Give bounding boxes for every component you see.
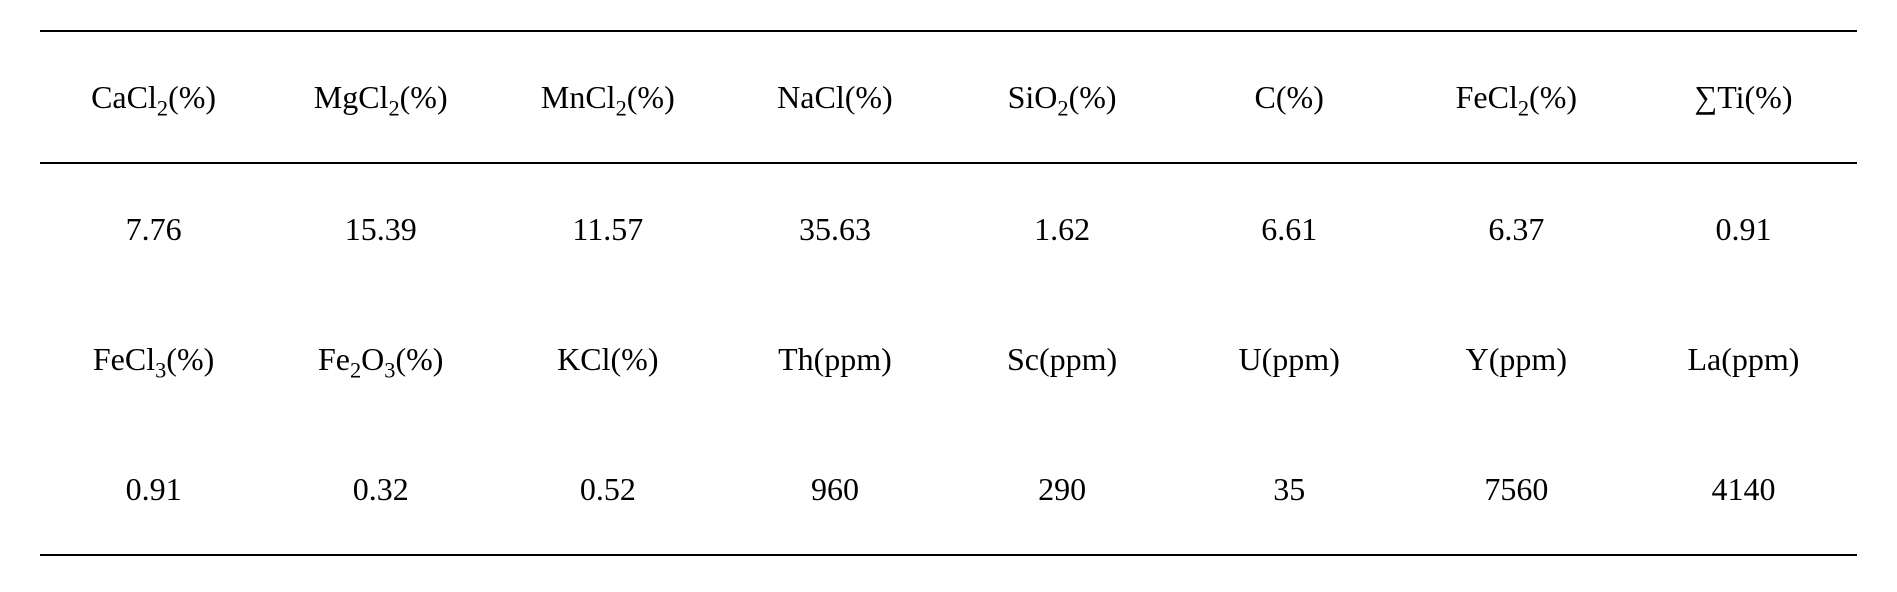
table-cell: 35.63: [721, 163, 948, 294]
table-cell: KCl(%): [494, 294, 721, 424]
table-row: 7.76 15.39 11.57 35.63 1.62 6.61 6.37 0.…: [40, 163, 1857, 294]
table-cell: 15.39: [267, 163, 494, 294]
table-cell: 6.61: [1176, 163, 1403, 294]
table-cell: Th(ppm): [721, 294, 948, 424]
table-cell: CaCl2(%): [40, 31, 267, 163]
table-row: 0.91 0.32 0.52 960 290 35 7560 4140: [40, 424, 1857, 555]
table-cell: 11.57: [494, 163, 721, 294]
table-cell: 7.76: [40, 163, 267, 294]
table-cell: 1.62: [949, 163, 1176, 294]
table-cell: 0.91: [40, 424, 267, 555]
table-cell: 4140: [1630, 424, 1857, 555]
table-cell: MgCl2(%): [267, 31, 494, 163]
table-cell: 960: [721, 424, 948, 555]
table-body: CaCl2(%) MgCl2(%) MnCl2(%) NaCl(%) SiO2(…: [40, 31, 1857, 555]
table-cell: NaCl(%): [721, 31, 948, 163]
table-cell: 0.91: [1630, 163, 1857, 294]
table-cell: 0.52: [494, 424, 721, 555]
table-cell: 290: [949, 424, 1176, 555]
table-cell: Y(ppm): [1403, 294, 1630, 424]
table-cell: ∑Ti(%): [1630, 31, 1857, 163]
table-cell: SiO2(%): [949, 31, 1176, 163]
table-cell: La(ppm): [1630, 294, 1857, 424]
table-cell: 7560: [1403, 424, 1630, 555]
table-cell: FeCl3(%): [40, 294, 267, 424]
composition-table: CaCl2(%) MgCl2(%) MnCl2(%) NaCl(%) SiO2(…: [40, 30, 1857, 556]
table-cell: Fe2O3(%): [267, 294, 494, 424]
table-cell: U(ppm): [1176, 294, 1403, 424]
table-cell: 0.32: [267, 424, 494, 555]
table-cell: FeCl2(%): [1403, 31, 1630, 163]
table-cell: MnCl2(%): [494, 31, 721, 163]
table-cell: Sc(ppm): [949, 294, 1176, 424]
table-cell: 6.37: [1403, 163, 1630, 294]
table-row: CaCl2(%) MgCl2(%) MnCl2(%) NaCl(%) SiO2(…: [40, 31, 1857, 163]
table-row: FeCl3(%) Fe2O3(%) KCl(%) Th(ppm) Sc(ppm)…: [40, 294, 1857, 424]
table-cell: C(%): [1176, 31, 1403, 163]
table-cell: 35: [1176, 424, 1403, 555]
